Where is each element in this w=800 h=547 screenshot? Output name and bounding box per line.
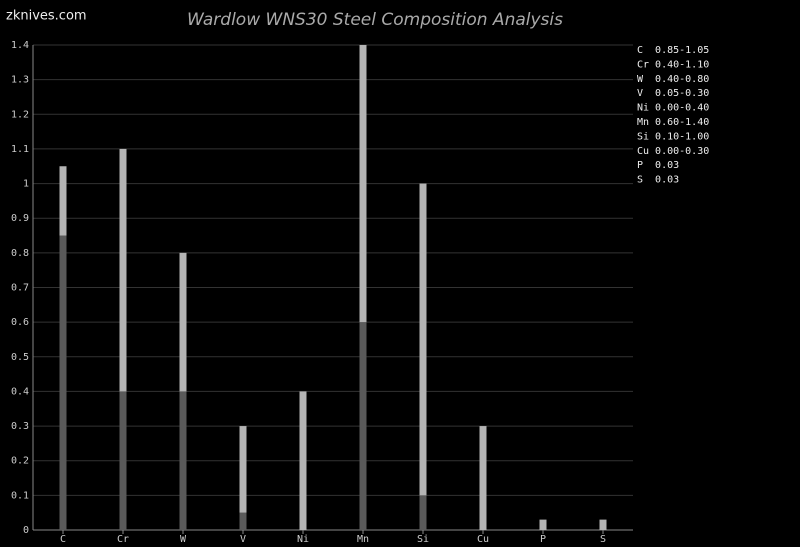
y-tick-label: 0.2 <box>11 456 29 467</box>
bar-range <box>59 166 67 236</box>
y-tick-label: 0.9 <box>11 213 29 224</box>
x-tick-label: Cr <box>117 534 129 545</box>
x-tick-label: P <box>540 534 546 545</box>
x-tick-label: C <box>60 534 66 545</box>
legend-entry: Cu 0.00-0.30 <box>637 146 709 157</box>
bar-range <box>479 426 487 530</box>
legend-entry: Mn 0.60-1.40 <box>637 117 709 128</box>
bar-range <box>119 148 127 392</box>
legend-entry: Ni 0.00-0.40 <box>637 103 709 114</box>
bar-min <box>179 391 187 530</box>
x-tick-label: Mn <box>357 534 369 545</box>
legend-entry: Cr 0.40-1.10 <box>637 59 709 70</box>
x-tick-label: Ni <box>297 534 309 545</box>
bar-min <box>119 391 127 530</box>
y-tick-label: 0.6 <box>11 317 29 328</box>
y-tick-label: 1.4 <box>11 40 29 51</box>
bar-min <box>59 235 67 531</box>
bar-range <box>539 519 547 530</box>
bar-range <box>599 519 607 530</box>
legend-entry: C 0.85-1.05 <box>637 45 709 56</box>
bar-range <box>359 45 367 323</box>
x-tick-label: Cu <box>477 534 489 545</box>
y-tick-label: 0.5 <box>11 352 29 363</box>
y-tick-label: 0 <box>23 525 29 536</box>
bar-range <box>419 183 427 496</box>
y-tick-label: 0.3 <box>11 421 29 432</box>
legend-entry: S 0.03 <box>637 175 679 186</box>
y-tick-label: 1 <box>23 179 29 190</box>
bar-range <box>179 252 187 392</box>
y-tick-label: 0.1 <box>11 490 29 501</box>
x-tick-label: W <box>180 534 187 545</box>
legend-entry: P 0.03 <box>637 160 679 171</box>
chart-title: Wardlow WNS30 Steel Composition Analysis <box>187 10 563 30</box>
y-tick-label: 1.1 <box>11 144 29 155</box>
y-tick-label: 1.2 <box>11 109 29 120</box>
bar-range <box>299 391 307 530</box>
bar-min <box>419 495 427 530</box>
legend-entry: W 0.40-0.80 <box>637 74 709 85</box>
x-tick-label: V <box>240 534 246 545</box>
bar-min <box>359 322 367 530</box>
y-tick-label: 0.7 <box>11 283 29 294</box>
y-tick-label: 0.4 <box>11 386 29 397</box>
legend-entry: V 0.05-0.30 <box>637 88 709 99</box>
y-tick-label: 1.3 <box>11 75 29 86</box>
y-tick-label: 0.8 <box>11 248 29 259</box>
legend-entry: Si 0.10-1.00 <box>637 131 709 142</box>
x-tick-label: S <box>600 534 606 545</box>
watermark: zknives.com <box>6 9 87 24</box>
x-tick-label: Si <box>417 534 429 545</box>
bar-min <box>239 512 247 530</box>
bar-range <box>239 426 247 513</box>
